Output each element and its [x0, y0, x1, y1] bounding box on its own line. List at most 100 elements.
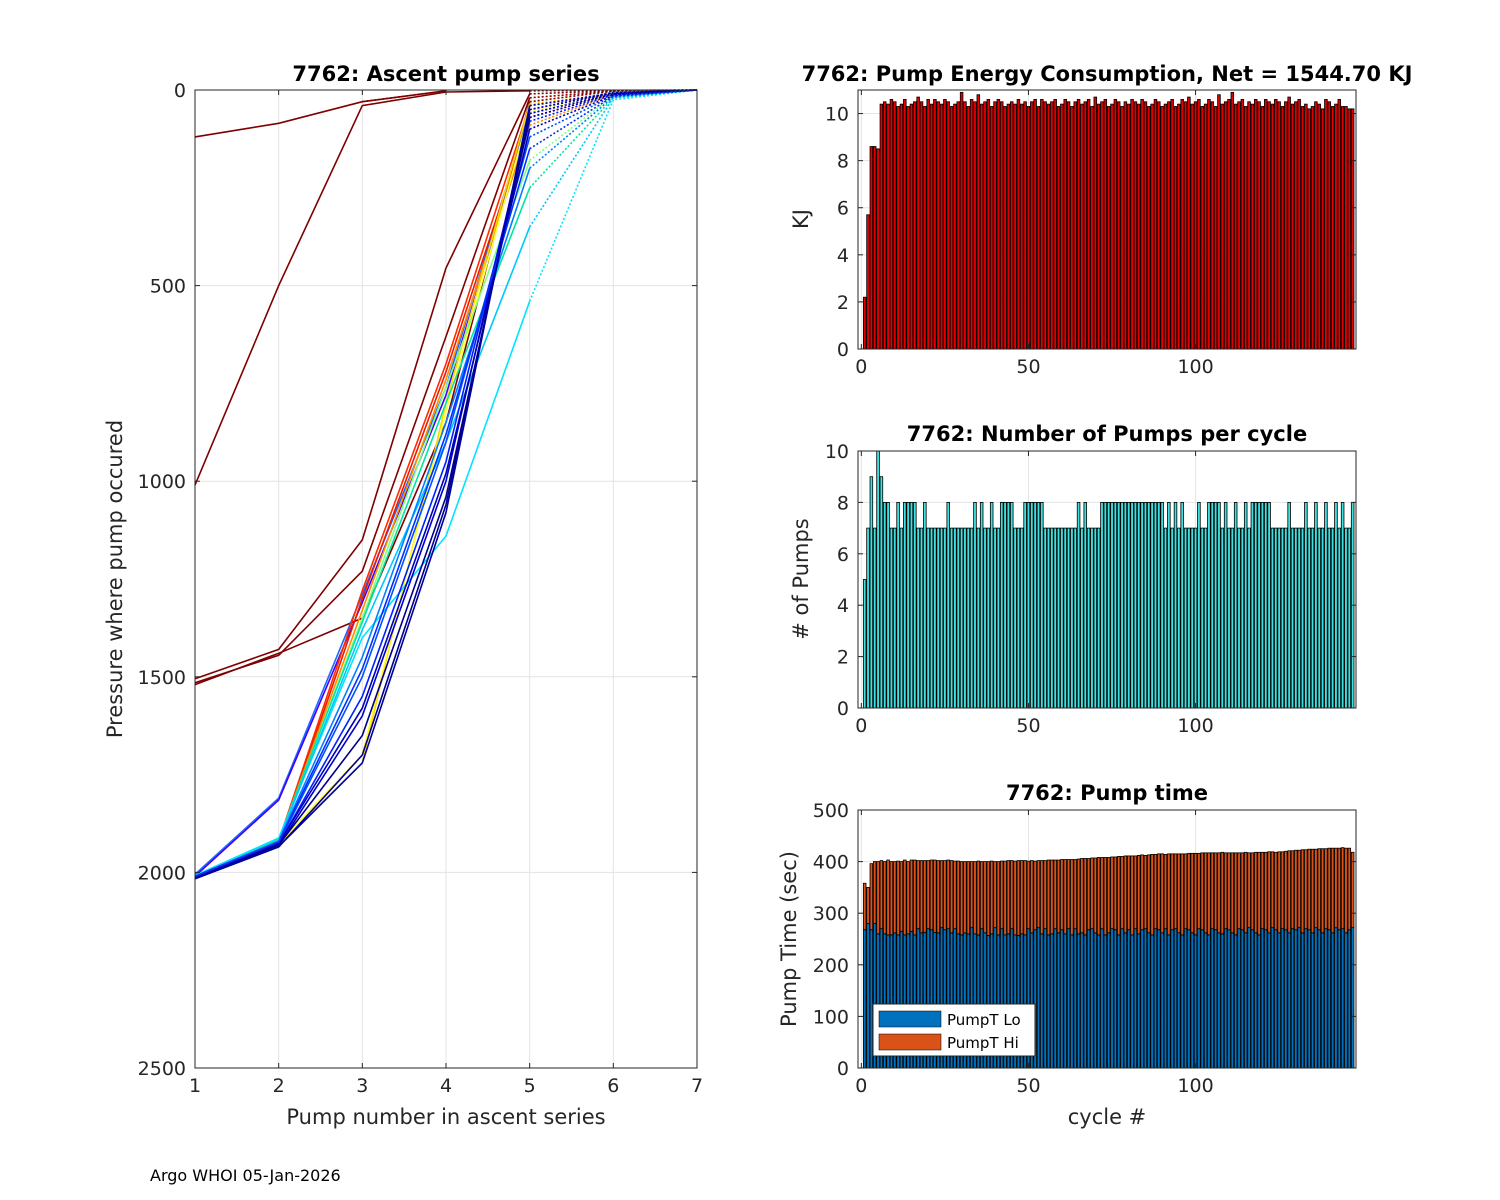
pumptime-bar-lo: [1177, 932, 1181, 1069]
pumptime-y-tick-label: 0: [837, 1058, 849, 1080]
energy-bar: [916, 96, 920, 350]
pumps-y-tick-label: 8: [837, 492, 849, 514]
pumps-bar: [1096, 527, 1101, 709]
pumps-bar: [1340, 501, 1345, 709]
pumptime-y-tick-label: 400: [813, 852, 849, 874]
pumps-bar: [862, 579, 867, 709]
pumps-bar: [869, 476, 874, 709]
pumptime-bar-hi: [1173, 853, 1178, 930]
pumps-bar: [966, 527, 971, 709]
pumps-bar: [1106, 501, 1111, 709]
energy-bar: [1350, 108, 1355, 350]
pumptime-bar-hi: [1177, 853, 1181, 934]
ascent-title: 7762: Ascent pump series: [292, 62, 599, 86]
pumptime-bar-hi: [1297, 849, 1301, 929]
pumptime-bar-lo: [1270, 927, 1275, 1069]
energy-bar: [1053, 99, 1057, 350]
pumps-bar: [1257, 501, 1261, 709]
pumptime-bar-hi: [1344, 847, 1348, 934]
energy-bar: [1177, 103, 1181, 350]
pumptime-bar-hi: [1030, 860, 1034, 934]
pumps-bar: [1297, 527, 1301, 709]
pumptime-bar-lo: [1347, 929, 1352, 1069]
energy-bar: [989, 106, 994, 350]
pumps-bar: [1243, 501, 1248, 709]
pumptime-bar-hi: [1304, 849, 1308, 930]
pumptime-bar-hi: [1253, 851, 1258, 934]
pumps-y-tick-label: 0: [837, 698, 849, 720]
energy-bar: [1310, 106, 1315, 350]
energy-bar: [1223, 101, 1228, 350]
pumptime-bar-hi: [869, 863, 874, 931]
pumps-bar: [1103, 501, 1108, 709]
pumptime-y-tick-label: 200: [813, 955, 849, 977]
energy-bar: [983, 101, 987, 350]
pumptime-bar-hi: [949, 860, 954, 934]
pumps-bar: [1193, 527, 1198, 709]
energy-bar: [906, 106, 910, 350]
pumptime-bar-lo: [1350, 927, 1355, 1069]
pumptime-bar-lo: [1237, 928, 1241, 1069]
pumps-bar: [943, 527, 947, 709]
energy-y-tick-label: 6: [837, 198, 849, 220]
pumptime-bar-lo: [1103, 934, 1108, 1069]
pumps-bar: [1010, 501, 1014, 709]
pumps-bar: [979, 501, 984, 709]
pumptime-bar-hi: [976, 860, 981, 936]
pumps-bar: [1183, 527, 1188, 709]
energy-bar: [1334, 103, 1338, 350]
pumptime-bar-lo: [1093, 932, 1098, 1069]
energy-x-tick-label: 100: [1177, 356, 1213, 378]
energy-bar: [1307, 108, 1311, 350]
energy-y-label: KJ: [789, 209, 813, 229]
pumptime-bar-lo: [1340, 928, 1345, 1069]
pumps-bar: [1093, 527, 1098, 709]
energy-bar: [909, 103, 914, 350]
energy-bar: [1086, 99, 1091, 350]
pumptime-bar-lo: [1080, 932, 1084, 1069]
pumps-bar: [1046, 527, 1051, 709]
pumptime-bar-hi: [1133, 855, 1138, 930]
pumps-bar: [1277, 527, 1281, 709]
energy-bar: [1023, 101, 1027, 350]
pumps-bar: [1157, 501, 1161, 709]
pumptime-bar-hi: [1274, 851, 1278, 931]
ascent-series-dotted: [529, 89, 698, 189]
ascent-x-tick-label: 2: [273, 1075, 285, 1097]
pumps-bar: [1150, 501, 1154, 709]
pumptime-bar-lo: [1213, 929, 1218, 1069]
pumps-bar: [1264, 501, 1268, 709]
energy-bar: [1180, 99, 1184, 350]
pumptime-bar-hi: [1320, 848, 1325, 934]
energy-bar: [893, 101, 897, 350]
energy-tick-labels: 0 50 100 0 2 4 6 8 10: [825, 90, 1356, 378]
pumptime-bar-lo: [1197, 928, 1201, 1069]
pumptime-bar-hi: [1223, 852, 1228, 930]
pumptime-bar-hi: [1123, 855, 1128, 934]
pumptime-bar-hi: [1163, 853, 1168, 930]
energy-bar: [1096, 103, 1101, 350]
energy-bar: [933, 99, 937, 350]
pumps-bar: [1073, 527, 1077, 709]
pumps-bar: [1200, 527, 1204, 709]
energy-bar: [1157, 101, 1161, 350]
pumps-bar: [1203, 527, 1208, 709]
pumps-bar: [1180, 501, 1184, 709]
pumptime-bar-hi: [1026, 860, 1031, 930]
pumptime-bar-lo: [1230, 932, 1235, 1069]
pumptime-bar-lo: [1100, 928, 1104, 1069]
pumps-bar: [1090, 527, 1094, 709]
pumptime-bars: [862, 847, 1355, 1069]
ascent-series-line: [194, 187, 531, 878]
pumptime-bar-lo: [1210, 928, 1215, 1069]
pumptime-bar-hi: [1110, 856, 1114, 930]
ascent-series-dotted: [529, 89, 698, 119]
pumptime-bar-hi: [956, 860, 960, 935]
pumps-bar: [1320, 527, 1325, 709]
pumptime-bar-hi: [913, 859, 917, 936]
pumps-bar: [923, 501, 927, 709]
energy-bar: [1030, 101, 1034, 350]
pumptime-bar-hi: [1150, 853, 1154, 936]
energy-bar: [1013, 103, 1017, 350]
pumptime-bar-lo: [1264, 929, 1268, 1069]
